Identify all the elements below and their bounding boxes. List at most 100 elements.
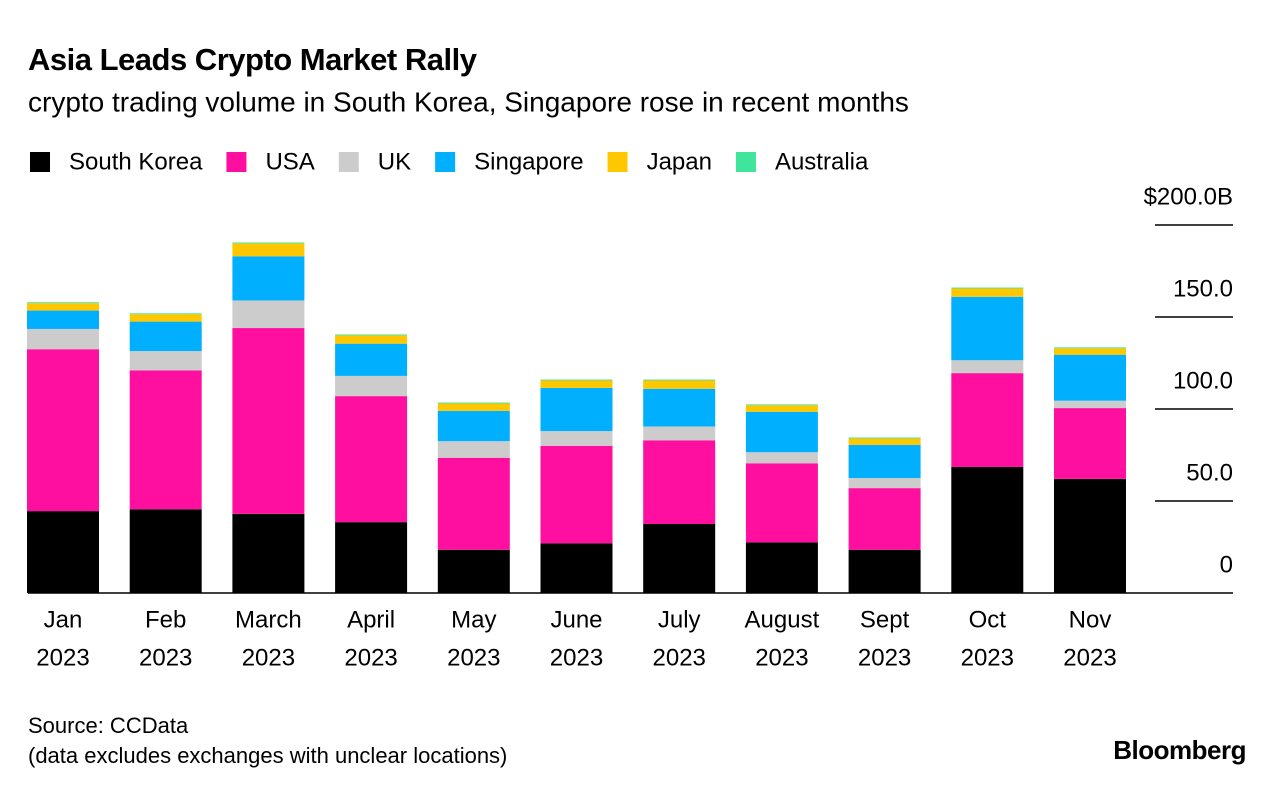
bar-segment bbox=[540, 380, 613, 388]
source: Source: CCData bbox=[28, 713, 189, 738]
x-tick-label: 2023 bbox=[139, 644, 192, 671]
bar-segment bbox=[129, 313, 202, 315]
bar-segment bbox=[745, 405, 818, 412]
x-tick-label: Feb bbox=[145, 606, 186, 633]
y-tick-label: 50.0 bbox=[1186, 459, 1233, 486]
y-tick-label: $200.0B bbox=[1144, 183, 1233, 210]
bar-segment bbox=[848, 549, 921, 593]
bar-segment bbox=[437, 410, 510, 442]
bar-segment bbox=[643, 440, 716, 524]
x-tick-label: 2023 bbox=[858, 644, 911, 671]
bar-segment bbox=[1054, 347, 1126, 349]
bar-segment bbox=[232, 243, 305, 257]
x-tick-label: Sept bbox=[860, 606, 910, 633]
bar-segment bbox=[848, 437, 921, 439]
bar-segment bbox=[27, 302, 99, 304]
bar-segment bbox=[848, 488, 921, 550]
x-tick-label: 2023 bbox=[1063, 644, 1116, 671]
legend-label: South Korea bbox=[69, 148, 203, 175]
legend-swatch bbox=[435, 152, 456, 172]
x-tick-label: 2023 bbox=[653, 644, 706, 671]
bar-segment bbox=[1054, 348, 1126, 355]
bar-segment bbox=[27, 349, 99, 512]
bar-segment bbox=[335, 522, 408, 593]
bar-segment bbox=[232, 242, 305, 244]
bar-segment bbox=[129, 321, 202, 352]
bar-segment bbox=[643, 426, 716, 441]
bar-segment bbox=[335, 343, 408, 376]
bar-segment bbox=[437, 457, 510, 550]
legend-label: Australia bbox=[775, 148, 869, 175]
bar-segment bbox=[643, 524, 716, 593]
brand: Bloomberg bbox=[1113, 735, 1246, 765]
bar-segment bbox=[27, 310, 99, 329]
bar-segment bbox=[335, 334, 408, 336]
bar-segment bbox=[540, 387, 613, 432]
x-tick-label: April bbox=[347, 606, 395, 633]
bar-segment bbox=[232, 300, 305, 329]
legend-swatch bbox=[607, 152, 628, 172]
bar-segment bbox=[951, 296, 1024, 361]
legend-swatch bbox=[735, 152, 756, 172]
x-tick-label: May bbox=[451, 606, 496, 633]
bar-segment bbox=[951, 466, 1024, 593]
x-tick-label: 2023 bbox=[961, 644, 1014, 671]
bar-segment bbox=[951, 373, 1024, 467]
legend-swatch bbox=[226, 152, 247, 172]
bar-segment bbox=[27, 328, 99, 350]
bar-segment bbox=[540, 431, 613, 446]
x-tick-label: June bbox=[550, 606, 602, 633]
bar-segment bbox=[1054, 478, 1126, 593]
bar-segment bbox=[335, 375, 408, 397]
bar-segment bbox=[951, 360, 1024, 374]
x-tick-label: 2023 bbox=[550, 644, 603, 671]
bar-segment bbox=[643, 380, 716, 389]
bar-segment bbox=[745, 463, 818, 543]
bar-segment bbox=[437, 549, 510, 593]
bar-segment bbox=[643, 379, 716, 381]
legend-label: Singapore bbox=[474, 148, 583, 175]
bar-segment bbox=[232, 513, 305, 593]
x-tick-label: Oct bbox=[969, 606, 1007, 633]
bar-segment bbox=[848, 478, 921, 489]
chart-title: Asia Leads Crypto Market Rally bbox=[28, 42, 478, 77]
note: (data excludes exchanges with unclear lo… bbox=[28, 743, 507, 768]
x-tick-label: August bbox=[745, 606, 820, 633]
y-tick-label: 100.0 bbox=[1173, 367, 1233, 394]
bar-segment bbox=[129, 351, 202, 371]
bar-segment bbox=[335, 396, 408, 523]
bar-segment bbox=[951, 287, 1024, 289]
x-tick-label: March bbox=[235, 606, 302, 633]
x-tick-label: 2023 bbox=[755, 644, 808, 671]
bar-segment bbox=[232, 328, 305, 514]
legend-label: USA bbox=[265, 148, 314, 175]
bar-segment bbox=[745, 542, 818, 593]
bar-segment bbox=[1054, 400, 1126, 409]
bar-segment bbox=[437, 441, 510, 458]
bar-segment bbox=[1054, 354, 1126, 401]
bar-segment bbox=[129, 314, 202, 322]
x-tick-label: 2023 bbox=[36, 644, 89, 671]
bar-segment bbox=[848, 438, 921, 445]
x-tick-label: Jan bbox=[44, 606, 83, 633]
bar-segment bbox=[540, 543, 613, 593]
legend-label: UK bbox=[378, 148, 411, 175]
x-tick-label: Nov bbox=[1069, 606, 1112, 633]
bar-segment bbox=[540, 379, 613, 381]
chart-subtitle: crypto trading volume in South Korea, Si… bbox=[28, 86, 909, 117]
bar-segment bbox=[27, 303, 99, 311]
bar-segment bbox=[745, 404, 818, 406]
bar-segment bbox=[27, 511, 99, 593]
bar-segment bbox=[1054, 408, 1126, 479]
x-tick-label: 2023 bbox=[242, 644, 295, 671]
legend-label: Japan bbox=[647, 148, 712, 175]
legend-swatch bbox=[30, 152, 50, 172]
bar-segment bbox=[745, 411, 818, 453]
legend-swatch bbox=[338, 152, 359, 172]
bar-segment bbox=[745, 452, 818, 464]
bar-segment bbox=[232, 256, 305, 301]
y-tick-label: 0 bbox=[1220, 551, 1233, 578]
y-tick-label: 150.0 bbox=[1173, 275, 1233, 302]
